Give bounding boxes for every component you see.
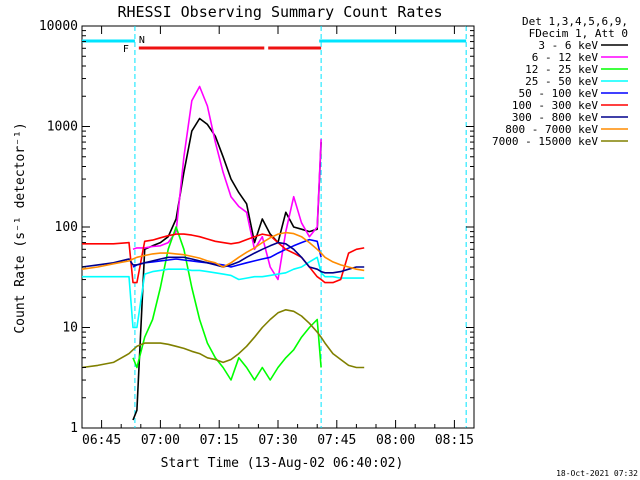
y-tick-label-3: 1000 [47, 120, 78, 135]
legend-header-1: FDecim 1, Att 0 [529, 27, 628, 40]
chart-title: RHESSI Observing Summary Count Rates [117, 3, 442, 21]
x-tick-label-3: 07:30 [258, 433, 297, 448]
series-line-6 [81, 241, 365, 274]
legend-label-7: 800 - 7000 keV [505, 123, 598, 136]
legend-label-4: 50 - 100 keV [519, 87, 599, 100]
legend-label-3: 25 - 50 keV [525, 75, 598, 88]
y-tick-label-4: 10000 [39, 19, 78, 34]
series-line-7 [81, 231, 365, 272]
x-tick-label-0: 06:45 [82, 433, 121, 448]
series-line-8 [81, 308, 365, 369]
series-line-5 [82, 233, 365, 284]
x-axis-label: Start Time (13-Aug-02 06:40:02) [161, 456, 404, 471]
flag-bars: FN [82, 26, 467, 428]
x-tick-label-2: 07:15 [200, 433, 239, 448]
legend: Det 1,3,4,5,6,9,FDecim 1, Att 03 - 6 keV… [492, 15, 628, 148]
axes: 06:45 07:00 07:15 07:30 07:45 08:00 08:15 1 10 10… [39, 19, 475, 448]
footer-date: 18-Oct-2021 07:32 [556, 469, 638, 478]
x-tick-label-6: 08:15 [435, 433, 474, 448]
legend-header-0: Det 1,3,4,5,6,9, [522, 15, 628, 28]
series-line-2 [132, 226, 322, 381]
flare-flag-label: F [123, 44, 129, 55]
series-line-1 [132, 85, 322, 281]
y-tick-label-2: 100 [55, 220, 78, 235]
series-line-3 [82, 256, 365, 329]
series-layer [81, 85, 365, 421]
series-line-0 [132, 117, 322, 421]
y-tick-label-0: 1 [70, 421, 78, 436]
x-tick-label-5: 08:00 [376, 433, 415, 448]
y-axis-label: Count Rate (s⁻¹ detector⁻¹) [13, 122, 28, 333]
x-tick-label-4: 07:45 [317, 433, 356, 448]
legend-label-0: 3 - 6 keV [538, 39, 598, 52]
legend-label-1: 6 - 12 keV [532, 51, 599, 64]
legend-label-5: 100 - 300 keV [512, 99, 598, 112]
legend-label-6: 300 - 800 keV [512, 111, 598, 124]
x-tick-label-1: 07:00 [141, 433, 180, 448]
legend-label-8: 7000 - 15000 keV [492, 135, 598, 148]
night-flag-label: N [139, 35, 145, 46]
legend-label-2: 12 - 25 keV [525, 63, 598, 76]
y-tick-label-1: 10 [62, 321, 78, 336]
